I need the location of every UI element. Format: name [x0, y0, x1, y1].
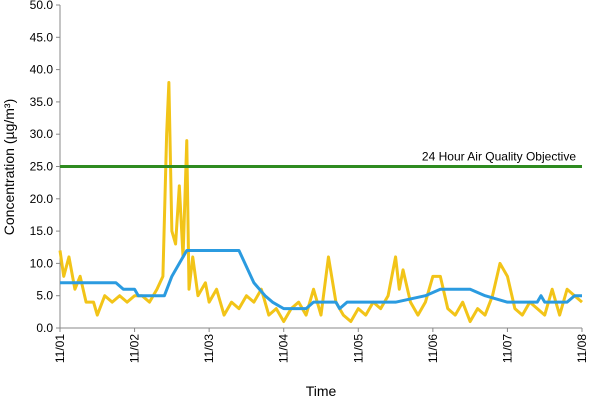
y-tick-label: 25.0 [30, 160, 54, 174]
y-tick-label: 20.0 [30, 192, 54, 206]
x-tick-label: 11/04 [277, 334, 291, 363]
y-tick-label: 5.0 [36, 289, 53, 303]
y-tick-label: 15.0 [30, 224, 54, 238]
y-tick-label: 50.0 [30, 0, 54, 12]
x-tick-label: 11/08 [575, 334, 589, 363]
x-tick-label: 11/07 [500, 334, 514, 363]
y-tick-label: 30.0 [30, 127, 54, 141]
y-tick-label: 45.0 [30, 30, 54, 44]
x-tick-label: 11/01 [53, 334, 67, 363]
data-line [60, 248, 582, 311]
x-axis-title: Time [306, 383, 337, 399]
y-tick-label: 10.0 [30, 256, 54, 270]
objective-label: 24 Hour Air Quality Objective [422, 150, 576, 164]
x-tick-label: 11/02 [128, 334, 142, 363]
x-tick-label: 11/06 [426, 334, 440, 363]
y-tick-label: 35.0 [30, 95, 54, 109]
y-axis-title: Concentration (µg/m³) [1, 99, 17, 235]
y-tick-label: 40.0 [30, 63, 54, 77]
y-tick-label: 0.0 [36, 321, 53, 335]
x-tick-label: 11/03 [202, 334, 216, 363]
x-tick-label: 11/05 [351, 334, 365, 363]
data-line [58, 81, 583, 324]
